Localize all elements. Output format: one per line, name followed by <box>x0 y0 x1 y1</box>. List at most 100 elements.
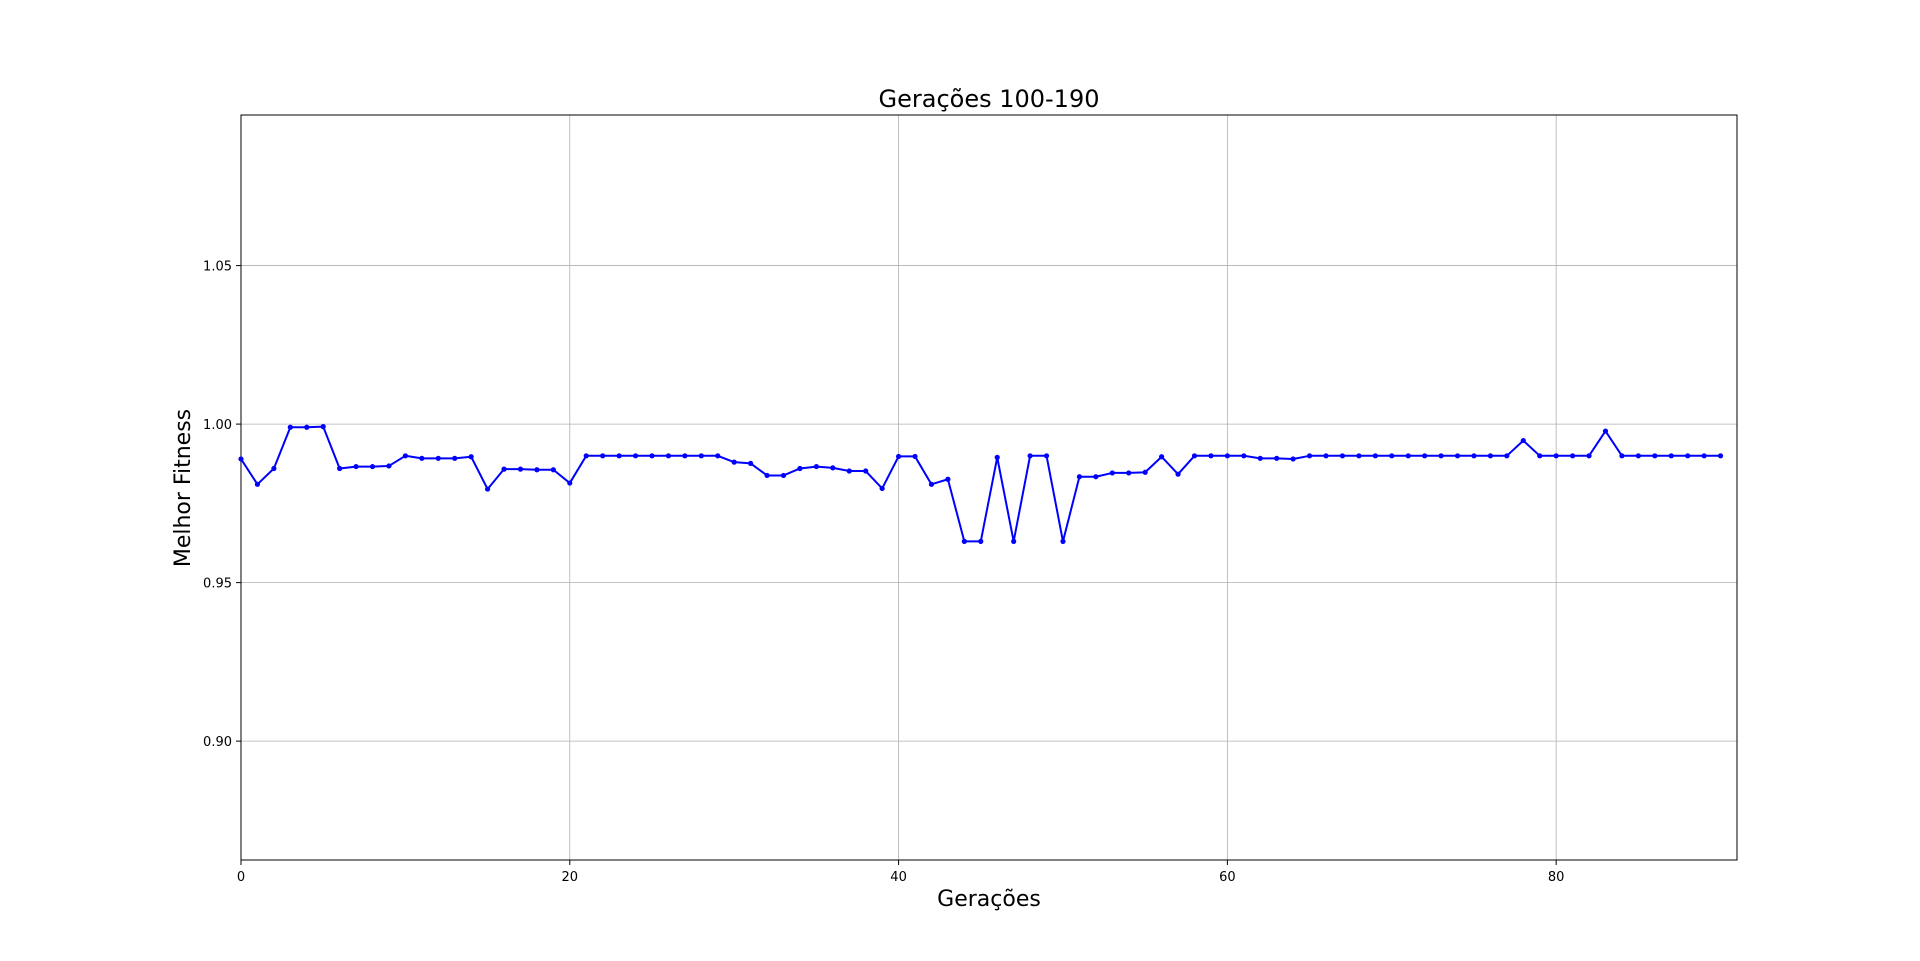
data-point <box>1685 453 1691 459</box>
data-point <box>1652 453 1658 459</box>
data-point <box>698 453 704 459</box>
data-point <box>945 476 951 482</box>
data-point <box>1257 455 1263 461</box>
data-point <box>304 424 310 430</box>
data-point <box>1487 453 1494 459</box>
data-point <box>1011 538 1017 544</box>
data-point <box>452 455 458 461</box>
data-point <box>682 453 688 459</box>
data-point <box>1356 453 1362 459</box>
data-point <box>369 463 376 470</box>
data-point <box>517 466 524 472</box>
x-tick-label: 80 <box>1548 870 1565 885</box>
y-tick-label: 1.05 <box>203 260 232 275</box>
data-point <box>846 468 852 474</box>
data-point <box>797 465 803 472</box>
data-series <box>238 424 1724 544</box>
data-point <box>1537 453 1543 459</box>
data-point <box>337 465 343 472</box>
x-tick-label: 60 <box>1219 870 1236 885</box>
data-point <box>1043 453 1050 459</box>
y-tick-label: 1.00 <box>203 418 232 433</box>
data-point <box>830 465 836 471</box>
data-point <box>254 481 261 487</box>
data-point <box>1438 453 1444 459</box>
data-point <box>1635 453 1641 459</box>
data-point <box>632 453 639 459</box>
data-point <box>912 453 918 460</box>
data-point <box>863 468 869 474</box>
x-tick-label: 20 <box>562 870 579 885</box>
y-axis-label: Melhor Fitness <box>171 409 196 567</box>
data-point <box>402 453 408 459</box>
x-axis-label: Gerações <box>937 887 1041 912</box>
data-point <box>813 463 819 470</box>
data-point <box>583 453 589 459</box>
data-point <box>895 453 902 460</box>
data-point <box>550 467 556 473</box>
data-point <box>1306 453 1313 459</box>
data-point <box>287 424 293 430</box>
data-point <box>1553 453 1559 459</box>
data-point <box>1109 470 1115 476</box>
axis-ticks: 0 20 40 60 80 0.90 0.95 1.00 1.05 <box>203 260 1564 885</box>
data-point <box>1224 453 1230 459</box>
data-point <box>1175 471 1181 477</box>
data-point <box>1060 538 1066 544</box>
data-point <box>1717 453 1724 459</box>
data-point <box>731 459 737 465</box>
data-point <box>1323 453 1329 459</box>
data-point <box>1076 474 1083 480</box>
data-point <box>484 486 491 492</box>
data-point <box>419 455 425 461</box>
data-point <box>1586 453 1592 459</box>
data-point <box>1241 453 1247 459</box>
data-point <box>1471 453 1477 459</box>
data-point <box>320 424 326 430</box>
data-point <box>928 481 935 487</box>
data-point <box>1619 453 1625 459</box>
data-point <box>649 453 655 459</box>
data-point <box>616 453 622 459</box>
data-point <box>386 463 392 469</box>
data-point <box>994 454 1000 460</box>
series-line <box>240 425 1721 543</box>
data-point <box>1668 453 1674 459</box>
data-point <box>978 538 984 544</box>
data-point <box>1389 453 1395 459</box>
data-point <box>1027 453 1033 459</box>
data-point <box>1701 453 1707 459</box>
data-point <box>1454 453 1461 459</box>
data-point <box>1570 453 1576 459</box>
data-point <box>1520 437 1526 444</box>
data-point <box>1126 470 1132 476</box>
y-tick-label: 0.90 <box>203 735 232 750</box>
data-point <box>1208 453 1214 459</box>
data-point <box>764 472 770 479</box>
data-point <box>238 456 244 462</box>
data-point <box>1274 455 1280 461</box>
grid-lines <box>240 115 1737 860</box>
data-point <box>1504 453 1510 459</box>
chart-title: Gerações 100-190 <box>879 85 1100 113</box>
data-point <box>435 455 441 461</box>
data-point <box>271 465 277 472</box>
data-point <box>1339 453 1346 459</box>
data-point <box>879 485 885 492</box>
x-tick-label: 0 <box>237 870 245 885</box>
data-point <box>961 538 967 544</box>
data-point <box>567 480 573 486</box>
data-point <box>468 454 474 460</box>
data-point <box>600 453 606 459</box>
data-point <box>1290 456 1296 462</box>
data-point <box>1093 474 1099 480</box>
data-point <box>748 460 754 467</box>
data-point <box>780 472 787 479</box>
x-tick-label: 40 <box>890 870 907 885</box>
data-point <box>715 453 721 459</box>
data-point <box>534 467 540 473</box>
data-point <box>501 466 507 472</box>
data-point <box>1191 453 1198 459</box>
y-tick-label: 0.95 <box>203 577 232 592</box>
data-point <box>1142 469 1148 475</box>
